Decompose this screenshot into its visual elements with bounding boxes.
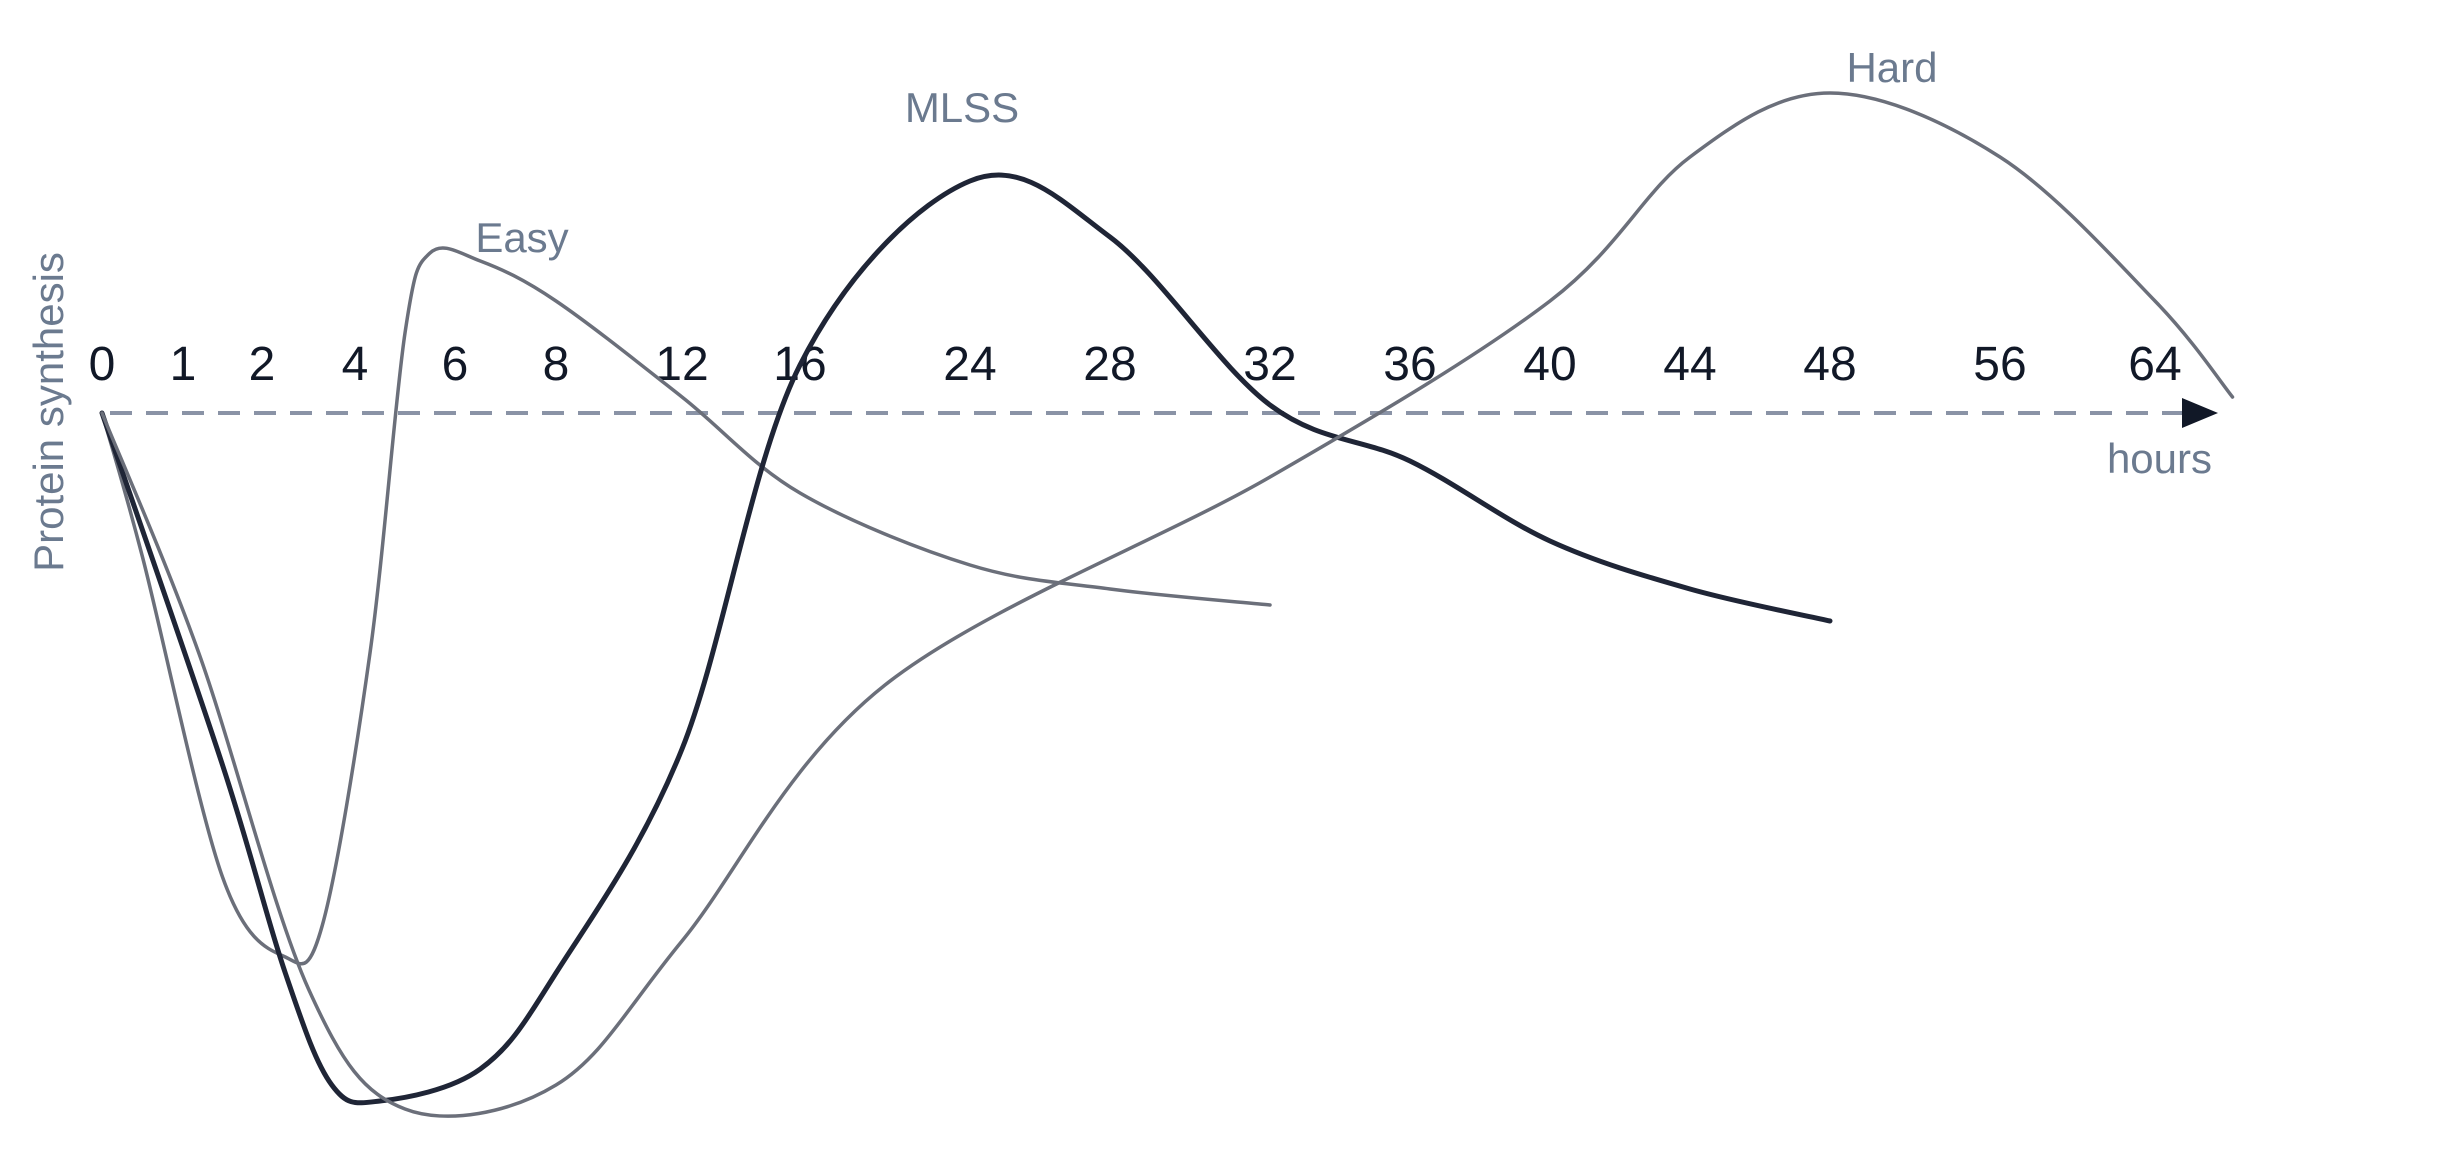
- x-tick-label: 56: [1973, 338, 2026, 391]
- y-axis-label: Protein synthesis: [25, 252, 72, 572]
- x-tick-label: 44: [1663, 338, 1716, 391]
- x-tick-label: 64: [2128, 338, 2181, 391]
- series-line-mlss: [99, 172, 1833, 1106]
- series-label-easy: Easy: [475, 214, 568, 261]
- series-layer: [99, 91, 2235, 1118]
- x-axis-label: hours: [2107, 435, 2212, 482]
- x-tick-label: 6: [442, 338, 469, 391]
- x-tick-label: 24: [943, 338, 996, 391]
- x-tick-label: 40: [1523, 338, 1576, 391]
- series-label-hard: Hard: [1846, 44, 1937, 91]
- x-tick-label: 4: [342, 338, 369, 391]
- x-tick-label: 0: [89, 338, 116, 391]
- x-tick-label: 2: [249, 338, 276, 391]
- x-tick-label: 1: [170, 338, 197, 391]
- x-tick-labels: 0 1 2 4 6 8 12 16 24 28 32 36 40 44 48 5…: [89, 338, 2182, 391]
- series-line-easy: [100, 246, 1272, 966]
- x-tick-label: 28: [1083, 338, 1136, 391]
- x-tick-label: 32: [1243, 338, 1296, 391]
- x-tick-label: 48: [1803, 338, 1856, 391]
- x-axis-arrow-icon: [2182, 398, 2218, 428]
- series-line-hard: [100, 91, 2235, 1118]
- x-tick-label: 8: [543, 338, 570, 391]
- series-label-mlss: MLSS: [905, 84, 1019, 131]
